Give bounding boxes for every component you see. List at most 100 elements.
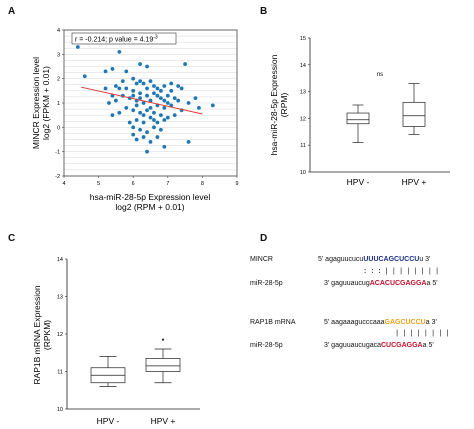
y-tick-label: 12 bbox=[57, 332, 63, 338]
scatter-point bbox=[158, 113, 163, 118]
scatter-point bbox=[148, 140, 153, 144]
mir-label-2: miR-28-5p bbox=[250, 342, 283, 349]
box-plot-b: 10 11 12 13 14 15 HPV - HPV + ns hsa-miR-28-5p… bbox=[269, 36, 450, 187]
scatter-point bbox=[176, 98, 181, 103]
scatter-point bbox=[131, 132, 136, 137]
scatter-point bbox=[138, 96, 143, 101]
scatter-point bbox=[176, 84, 181, 88]
panel-letter-c: C bbox=[8, 233, 16, 244]
scatter-point bbox=[103, 86, 108, 91]
category-label: HPV + bbox=[402, 177, 427, 187]
base-pairing-2: | | | | | | | | bbox=[395, 330, 450, 338]
scatter-point bbox=[145, 108, 149, 113]
scatter-point bbox=[158, 96, 163, 101]
scatter-point bbox=[158, 127, 163, 132]
scatter-point bbox=[131, 76, 136, 81]
y-tick-label: 14 bbox=[57, 257, 63, 263]
scatter-point bbox=[162, 105, 167, 110]
scatter-point bbox=[138, 62, 143, 66]
regression-line bbox=[81, 86, 203, 115]
scatter-point bbox=[124, 105, 129, 110]
scatter-point bbox=[148, 79, 153, 83]
y-tick-label: -2 bbox=[55, 174, 60, 180]
box-iqr bbox=[402, 101, 426, 127]
x-tick-label: 7 bbox=[166, 181, 169, 187]
category-label: HPV - bbox=[347, 177, 370, 187]
scatter-point bbox=[120, 79, 125, 83]
scatter-point bbox=[117, 86, 122, 91]
y-tick-label: 14 bbox=[300, 63, 306, 69]
scatter-point bbox=[131, 88, 136, 93]
scatter-point bbox=[141, 81, 146, 86]
scatter-point bbox=[124, 69, 129, 74]
scatter-point bbox=[127, 120, 132, 125]
sequence-alignment-panel: MINCR 5' agaguucucuUUUCAGCUCCUu 3' : : :… bbox=[248, 248, 470, 428]
scatter-point bbox=[117, 110, 122, 115]
category-label: HPV - bbox=[97, 416, 120, 426]
annotation-text: r = -0.214; p value = 4.19-3 bbox=[75, 35, 158, 44]
scatter-point bbox=[131, 93, 136, 98]
scatter-point bbox=[197, 105, 201, 110]
mincr-label: MINCR bbox=[250, 256, 273, 263]
y-tick-label: 3 bbox=[57, 52, 60, 58]
y-tick-label: 10 bbox=[57, 407, 63, 413]
scatter-point bbox=[165, 101, 170, 105]
scatter-point bbox=[145, 93, 149, 98]
x-tick-label: 9 bbox=[235, 181, 238, 187]
scatter-point bbox=[152, 118, 156, 122]
scatter-grid bbox=[64, 29, 237, 177]
scatter-point bbox=[169, 88, 174, 93]
scatter-point bbox=[131, 108, 136, 113]
scatter-point bbox=[183, 62, 188, 66]
mir-label-1: miR-28-5p bbox=[250, 280, 283, 287]
y-tick-label: 12 bbox=[300, 116, 306, 122]
scatter-point bbox=[152, 91, 156, 96]
scatter-point bbox=[114, 84, 118, 88]
x-tick-label: 5 bbox=[97, 181, 100, 187]
scatter-point bbox=[193, 96, 198, 101]
scatter-point bbox=[148, 105, 153, 110]
scatter-point bbox=[138, 110, 143, 115]
mincr-sequence: 5' agaguucucuUUUCAGCUCCUu 3' bbox=[318, 256, 431, 263]
scatter-point bbox=[145, 130, 149, 135]
y-axis-label: MINCR Expression level bbox=[31, 57, 41, 149]
scatter-point bbox=[134, 103, 139, 108]
scatter-point bbox=[124, 86, 129, 91]
scatter-point bbox=[152, 110, 156, 115]
scatter-point bbox=[141, 120, 146, 125]
x-tick-label: 4 bbox=[62, 181, 65, 187]
scatter-point bbox=[75, 45, 80, 49]
scatter-point bbox=[141, 135, 146, 139]
y-axis-label: hsa-miR-28-5p Expression bbox=[269, 54, 279, 155]
scatter-point bbox=[114, 98, 118, 103]
scatter-point bbox=[210, 103, 215, 108]
annotation-box bbox=[71, 32, 177, 45]
scatter-point bbox=[162, 84, 167, 88]
scatter-point bbox=[158, 88, 163, 93]
y-axis-label: RAP1B mRNA Expression bbox=[32, 285, 42, 384]
scatter-point bbox=[155, 120, 160, 125]
scatter-point bbox=[110, 113, 115, 118]
scatter-point bbox=[145, 149, 149, 154]
mir-sequence-1: 3' gaguuaucugACACUCGAGGAa 5' bbox=[324, 280, 438, 287]
scatter-point bbox=[152, 125, 156, 130]
scatter-point bbox=[165, 93, 170, 98]
scatter-point bbox=[186, 101, 191, 105]
y-tick-label: 11 bbox=[300, 143, 306, 149]
y-tick-label: 13 bbox=[300, 90, 306, 96]
x-tick-label: 8 bbox=[201, 181, 204, 187]
scatter-point bbox=[148, 115, 153, 120]
category-label: HPV + bbox=[151, 416, 176, 426]
scatter-point bbox=[138, 79, 143, 83]
y-tick-label: 2 bbox=[57, 77, 60, 83]
mir-sequence-2: 3' gaguuaucugacaCUCGAGGAa 5' bbox=[324, 342, 434, 349]
outlier-point bbox=[161, 338, 165, 341]
box-iqr bbox=[346, 112, 370, 125]
scatter-point bbox=[155, 93, 160, 98]
scatter-point bbox=[134, 81, 139, 86]
box-plot-c: 10 11 12 13 14 HPV - HPV + RAP1B mRNA Express… bbox=[32, 257, 200, 426]
scatter-point bbox=[141, 113, 146, 118]
box-iqr bbox=[145, 358, 181, 372]
scatter-point bbox=[155, 86, 160, 91]
y-tick-label: 11 bbox=[57, 370, 63, 376]
